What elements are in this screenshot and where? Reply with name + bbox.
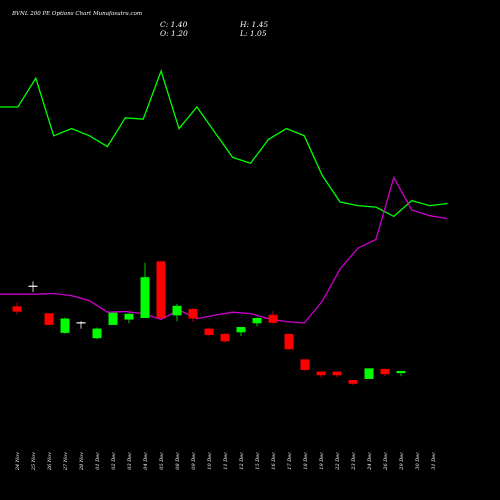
chart-title: BVNL 200 PE Options Chart Munafasutra.co… xyxy=(12,11,143,17)
candle xyxy=(140,262,150,319)
candle-body xyxy=(140,277,150,319)
x-tick-label: 16 Dec xyxy=(271,452,277,470)
x-tick-label: 09 Dec xyxy=(191,452,197,470)
candle xyxy=(316,371,326,378)
x-tick-label: 23 Dec xyxy=(351,452,357,471)
candle-body xyxy=(332,371,342,376)
candle xyxy=(284,333,294,350)
candle xyxy=(12,302,22,315)
candle-body xyxy=(108,312,118,325)
candle-body xyxy=(12,306,22,312)
x-tick-label: 12 Dec xyxy=(239,452,245,470)
x-tick-label: 26 Nov xyxy=(47,452,53,471)
candle-body xyxy=(284,333,294,350)
high-value: H: 1.45 xyxy=(240,20,269,29)
candle xyxy=(44,313,54,325)
x-tick-label: 01 Dec xyxy=(95,452,101,470)
candle-body xyxy=(268,314,278,323)
x-tick-label: 05 Dec xyxy=(159,452,165,470)
candle-body xyxy=(252,318,262,324)
x-tick-label: 28 Nov xyxy=(79,452,85,471)
x-tick-label: 08 Dec xyxy=(175,452,181,470)
candles xyxy=(12,261,406,385)
candle-body xyxy=(188,309,198,319)
x-tick-label: 18 Dec xyxy=(303,452,309,470)
candle-body xyxy=(348,380,358,384)
candle xyxy=(364,368,374,379)
candle-body xyxy=(396,371,406,374)
x-tick-label: 11 Dec xyxy=(223,452,229,470)
candle xyxy=(172,303,182,322)
candle-body xyxy=(316,371,326,376)
x-tick-label: 24 Nov xyxy=(15,452,21,471)
candle-body xyxy=(204,328,214,335)
candle-body xyxy=(364,368,374,379)
x-tick-label: 27 Nov xyxy=(63,452,69,471)
candle-body xyxy=(92,328,102,339)
x-axis-labels: 24 Nov 25 Nov 26 Nov 27 Nov 28 Nov 01 Dec 02 D… xyxy=(15,452,437,471)
x-tick-label: 19 Dec xyxy=(319,452,325,470)
candle xyxy=(236,327,246,337)
candle xyxy=(92,327,102,340)
x-tick-label: 25 Nov xyxy=(31,452,37,471)
candle xyxy=(188,307,198,322)
x-tick-label: 17 Dec xyxy=(287,452,293,470)
candle xyxy=(156,261,166,319)
x-tick-label: 04 Dec xyxy=(143,452,149,470)
x-tick-label: 26 Dec xyxy=(383,452,389,471)
x-tick-label: 03 Dec xyxy=(127,452,133,470)
candle-body xyxy=(28,285,38,287)
candle xyxy=(252,317,262,327)
candle-body xyxy=(172,305,182,316)
candle-body xyxy=(60,318,70,333)
candle xyxy=(220,332,230,343)
close-value: C: 1.40 xyxy=(160,20,188,29)
candle xyxy=(268,311,278,324)
x-tick-label: 24 Dec xyxy=(367,452,373,471)
x-tick-label: 29 Dec xyxy=(399,452,405,471)
candle xyxy=(108,312,118,325)
candle-body xyxy=(300,359,310,370)
open-value: O: 1.20 xyxy=(160,29,188,38)
indicator-lines xyxy=(0,68,448,324)
candle xyxy=(76,321,86,329)
candle xyxy=(396,371,406,377)
x-tick-label: 30 Dec xyxy=(415,452,421,470)
candle xyxy=(348,380,358,385)
x-tick-label: 22 Dec xyxy=(335,452,341,471)
candle xyxy=(124,313,134,324)
x-tick-label: 02 Dec xyxy=(111,452,117,470)
candle xyxy=(300,359,310,372)
indicator-line-green xyxy=(0,68,448,218)
low-value: L: 1.05 xyxy=(240,29,267,38)
candle-body xyxy=(44,313,54,325)
candle-body xyxy=(156,261,166,319)
x-tick-label: 31 Dec xyxy=(431,452,437,470)
candle xyxy=(380,368,390,377)
candle-body xyxy=(76,322,86,324)
indicator-line-magenta xyxy=(0,175,448,324)
candle xyxy=(332,371,342,378)
candle xyxy=(204,327,214,337)
candle-body xyxy=(380,368,390,375)
x-tick-label: 10 Dec xyxy=(207,452,213,470)
candle xyxy=(28,281,38,293)
x-tick-label: 15 Dec xyxy=(255,452,261,470)
candle-body xyxy=(236,327,246,333)
candle-body xyxy=(220,333,230,342)
candle-body xyxy=(124,313,134,320)
candle xyxy=(60,317,70,334)
